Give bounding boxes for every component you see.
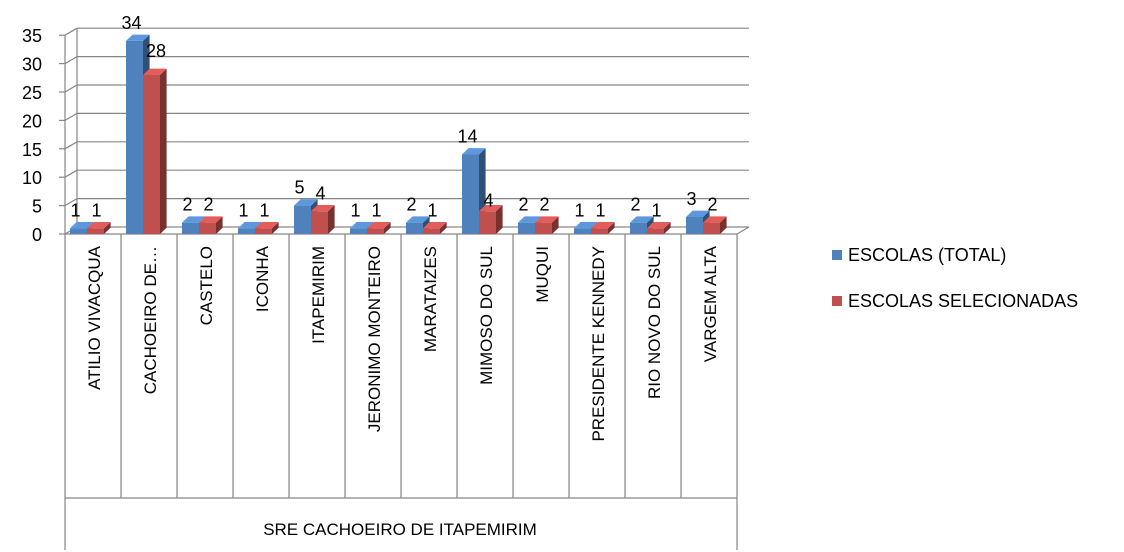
data-label: 4 bbox=[483, 190, 493, 210]
data-label: 2 bbox=[539, 195, 549, 215]
svg-text:PRESIDENTE KENNEDY: PRESIDENTE KENNEDY bbox=[589, 246, 608, 442]
data-label: 2 bbox=[707, 195, 717, 215]
svg-text:CACHOEIRO DE…: CACHOEIRO DE… bbox=[141, 246, 160, 394]
data-label: 28 bbox=[146, 41, 166, 61]
gridline-depth bbox=[64, 27, 78, 36]
bar bbox=[591, 222, 615, 234]
data-label: 1 bbox=[371, 200, 381, 220]
gridline-depth bbox=[64, 169, 78, 178]
bars bbox=[70, 34, 727, 235]
data-label: 1 bbox=[574, 200, 584, 220]
data-label: 1 bbox=[238, 200, 248, 220]
bar bbox=[535, 216, 559, 234]
y-tick-label: 0 bbox=[32, 225, 42, 245]
category-label: ATILIO VIVACQUA bbox=[85, 245, 104, 390]
svg-text:MUQUI: MUQUI bbox=[533, 246, 552, 303]
data-label: 1 bbox=[651, 200, 661, 220]
data-label: 4 bbox=[315, 183, 325, 203]
svg-text:MIMOSO DO SUL: MIMOSO DO SUL bbox=[477, 246, 496, 385]
svg-text:ITAPEMIRIM: ITAPEMIRIM bbox=[309, 246, 328, 344]
category-label: MUQUI bbox=[533, 246, 552, 303]
category-label: CACHOEIRO DE… bbox=[141, 246, 160, 394]
data-label: 1 bbox=[427, 200, 437, 220]
legend: ESCOLAS (TOTAL) ESCOLAS SELECIONADAS bbox=[832, 245, 1078, 311]
data-label: 5 bbox=[294, 178, 304, 198]
legend-swatch bbox=[832, 296, 842, 306]
data-label: 2 bbox=[203, 195, 213, 215]
data-label: 1 bbox=[91, 200, 101, 220]
data-label: 1 bbox=[259, 200, 269, 220]
floor-right-edge bbox=[736, 226, 750, 235]
data-label: 2 bbox=[182, 195, 192, 215]
bar bbox=[367, 222, 391, 234]
category-label: MARATAIZES bbox=[421, 246, 440, 352]
gridline-depth bbox=[64, 112, 78, 121]
category-label: JERONIMO MONTEIRO bbox=[365, 246, 384, 432]
svg-text:JERONIMO MONTEIRO: JERONIMO MONTEIRO bbox=[365, 246, 384, 432]
svg-text:MARATAIZES: MARATAIZES bbox=[421, 246, 440, 352]
legend-item: ESCOLAS SELECIONADAS bbox=[832, 291, 1078, 311]
bar bbox=[143, 68, 167, 235]
data-label: 34 bbox=[121, 13, 141, 33]
gridline-depth bbox=[64, 198, 78, 207]
svg-text:CASTELO: CASTELO bbox=[197, 246, 216, 325]
y-tick-label: 15 bbox=[22, 140, 42, 160]
data-label: 2 bbox=[518, 195, 528, 215]
data-label: 14 bbox=[457, 126, 477, 146]
category-label: RIO NOVO DO SUL bbox=[645, 246, 664, 399]
category-label: ICONHA bbox=[253, 245, 272, 312]
category-label: MIMOSO DO SUL bbox=[477, 246, 496, 385]
group-label: SRE CACHOEIRO DE ITAPEMIRIM bbox=[263, 520, 537, 539]
bar bbox=[311, 204, 335, 234]
category-label: VARGEM ALTA bbox=[701, 245, 720, 362]
legend-swatch bbox=[832, 250, 842, 260]
legend-label: ESCOLAS (TOTAL) bbox=[848, 245, 1006, 265]
gridline-depth bbox=[64, 141, 78, 150]
category-label: CASTELO bbox=[197, 246, 216, 325]
data-label: 1 bbox=[595, 200, 605, 220]
data-label: 2 bbox=[630, 195, 640, 215]
y-tick-label: 20 bbox=[22, 111, 42, 131]
y-tick-label: 25 bbox=[22, 83, 42, 103]
data-label: 1 bbox=[350, 200, 360, 220]
legend-label: ESCOLAS SELECIONADAS bbox=[848, 291, 1078, 311]
y-tick-label: 10 bbox=[22, 168, 42, 188]
category-label: ITAPEMIRIM bbox=[309, 246, 328, 344]
svg-text:ICONHA: ICONHA bbox=[253, 245, 272, 312]
data-label: 1 bbox=[70, 200, 80, 220]
y-tick-label: 30 bbox=[22, 55, 42, 75]
svg-text:VARGEM ALTA: VARGEM ALTA bbox=[701, 245, 720, 362]
gridline-depth bbox=[64, 56, 78, 65]
legend-item: ESCOLAS (TOTAL) bbox=[832, 245, 1006, 265]
category-labels: ATILIO VIVACQUA CACHOEIRO DE… CASTELO ICONH… bbox=[85, 245, 720, 441]
y-tick-label: 5 bbox=[32, 197, 42, 217]
gridline-depth bbox=[64, 84, 78, 93]
bar bbox=[423, 222, 447, 234]
bar bbox=[703, 216, 727, 234]
bar bbox=[479, 204, 503, 234]
bar bbox=[199, 216, 223, 234]
svg-text:ATILIO VIVACQUA: ATILIO VIVACQUA bbox=[85, 245, 104, 390]
category-label: PRESIDENTE KENNEDY bbox=[589, 246, 608, 442]
bar bbox=[87, 222, 111, 234]
bar bbox=[647, 222, 671, 234]
y-tick-label: 35 bbox=[22, 26, 42, 46]
bar bbox=[255, 222, 279, 234]
data-label: 2 bbox=[406, 195, 416, 215]
data-label: 3 bbox=[686, 189, 696, 209]
svg-text:RIO NOVO DO SUL: RIO NOVO DO SUL bbox=[645, 246, 664, 399]
